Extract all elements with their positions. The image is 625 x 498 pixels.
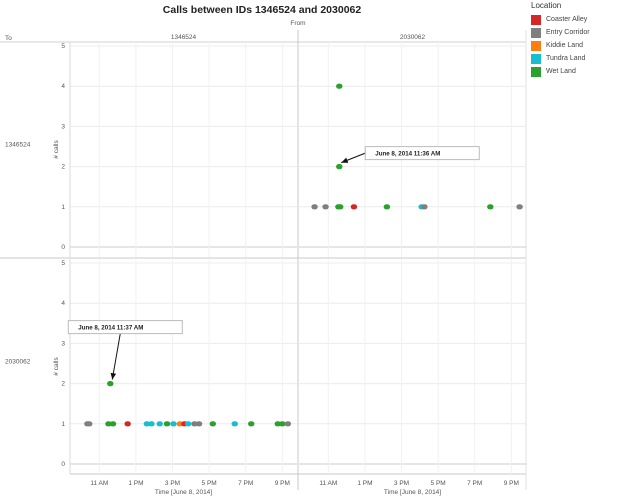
x-tick-label: 5 PM [431,480,446,487]
data-point [148,421,155,427]
y-tick-label: 5 [61,43,65,50]
data-point [107,381,114,387]
column-label: 1346524 [171,34,197,41]
y-axis-label: # calls [53,140,60,159]
legend-swatch [531,66,541,77]
annotation-box [364,146,480,161]
legend-item[interactable]: Tundra Land [531,52,625,65]
data-point [195,421,203,427]
x-axis-label: Time [June 8, 2014] [155,489,212,496]
row-label: 1346524 [5,142,31,149]
data-point [156,421,163,427]
data-point [109,421,117,427]
data-point [143,421,151,427]
data-point [279,421,286,427]
x-tick-label: 7 PM [238,480,253,487]
annotation-line [111,333,121,380]
data-point [248,421,255,427]
data-point [322,204,329,210]
data-point [336,204,344,210]
data-point [516,204,523,210]
data-point [86,421,93,427]
data-point [184,421,192,427]
y-axis-label: # calls [53,357,60,376]
x-tick-label: 1 PM [128,480,143,487]
column-label: 2030062 [400,34,426,41]
data-point [209,421,216,427]
data-point [170,421,177,427]
data-point [274,421,281,427]
legend-item[interactable]: Wet Land [531,65,625,78]
data-point [487,204,494,210]
legend-label: Wet Land [546,68,576,75]
annotation-text: June 8, 2014 11:36 AM [375,151,440,158]
x-tick-label: 5 PM [202,480,217,487]
data-point [231,421,238,427]
annotation-text: June 8, 2014 11:37 AM [78,325,143,332]
x-axis-label: Time [June 8, 2014] [384,489,441,496]
annotation-box [67,320,183,335]
y-tick-label: 3 [61,123,65,130]
data-point [383,204,391,210]
y-tick-label: 4 [61,83,65,90]
legend-title: Location [531,1,562,10]
y-tick-label: 5 [61,260,65,267]
legend-label: Tundra Land [546,55,586,62]
annotation-arrowhead [110,372,117,380]
data-point [336,164,343,170]
y-tick-label: 0 [61,244,65,251]
data-point [311,204,318,210]
legend-item[interactable]: Kiddie Land [531,39,625,52]
data-point [176,421,184,427]
annotation-arrowhead [341,157,349,163]
data-point [124,421,131,427]
legend-swatch [531,53,541,64]
y-tick-label: 1 [61,421,65,428]
y-tick-label: 0 [61,461,65,468]
data-point [421,204,428,210]
data-point [163,421,171,427]
data-point [105,421,112,427]
row-label: 2030062 [5,359,31,366]
data-point [350,204,358,210]
x-tick-label: 3 PM [165,480,180,487]
data-point [191,421,198,427]
y-tick-label: 3 [61,340,65,347]
legend-label: Coaster Alley [546,16,588,23]
x-tick-label: 9 PM [275,480,290,487]
legend-label: Entry Corridor [546,29,590,36]
y-tick-label: 4 [61,300,65,307]
y-tick-label: 2 [61,381,65,388]
y-tick-label: 1 [61,204,65,211]
legend-item[interactable]: Entry Corridor [531,26,625,39]
legend-swatch [531,40,541,51]
x-tick-label: 3 PM [394,480,409,487]
row-header: To [5,35,12,42]
legend-swatch [531,14,541,25]
legend: Location Coaster Alley Entry Corridor Kidd… [531,0,625,78]
data-point [336,83,343,89]
column-header: From [290,20,305,27]
chart-title: Calls between IDs 1346524 and 2030062 [163,4,362,16]
data-point [284,421,292,427]
x-tick-label: 9 PM [504,480,519,487]
x-tick-label: 11 AM [90,480,108,487]
y-tick-label: 2 [61,164,65,171]
x-tick-label: 7 PM [467,480,482,487]
legend-swatch [531,27,541,38]
x-tick-label: 1 PM [357,480,372,487]
x-tick-label: 11 AM [319,480,337,487]
legend-item[interactable]: Coaster Alley [531,13,625,26]
legend-label: Kiddie Land [546,42,583,49]
